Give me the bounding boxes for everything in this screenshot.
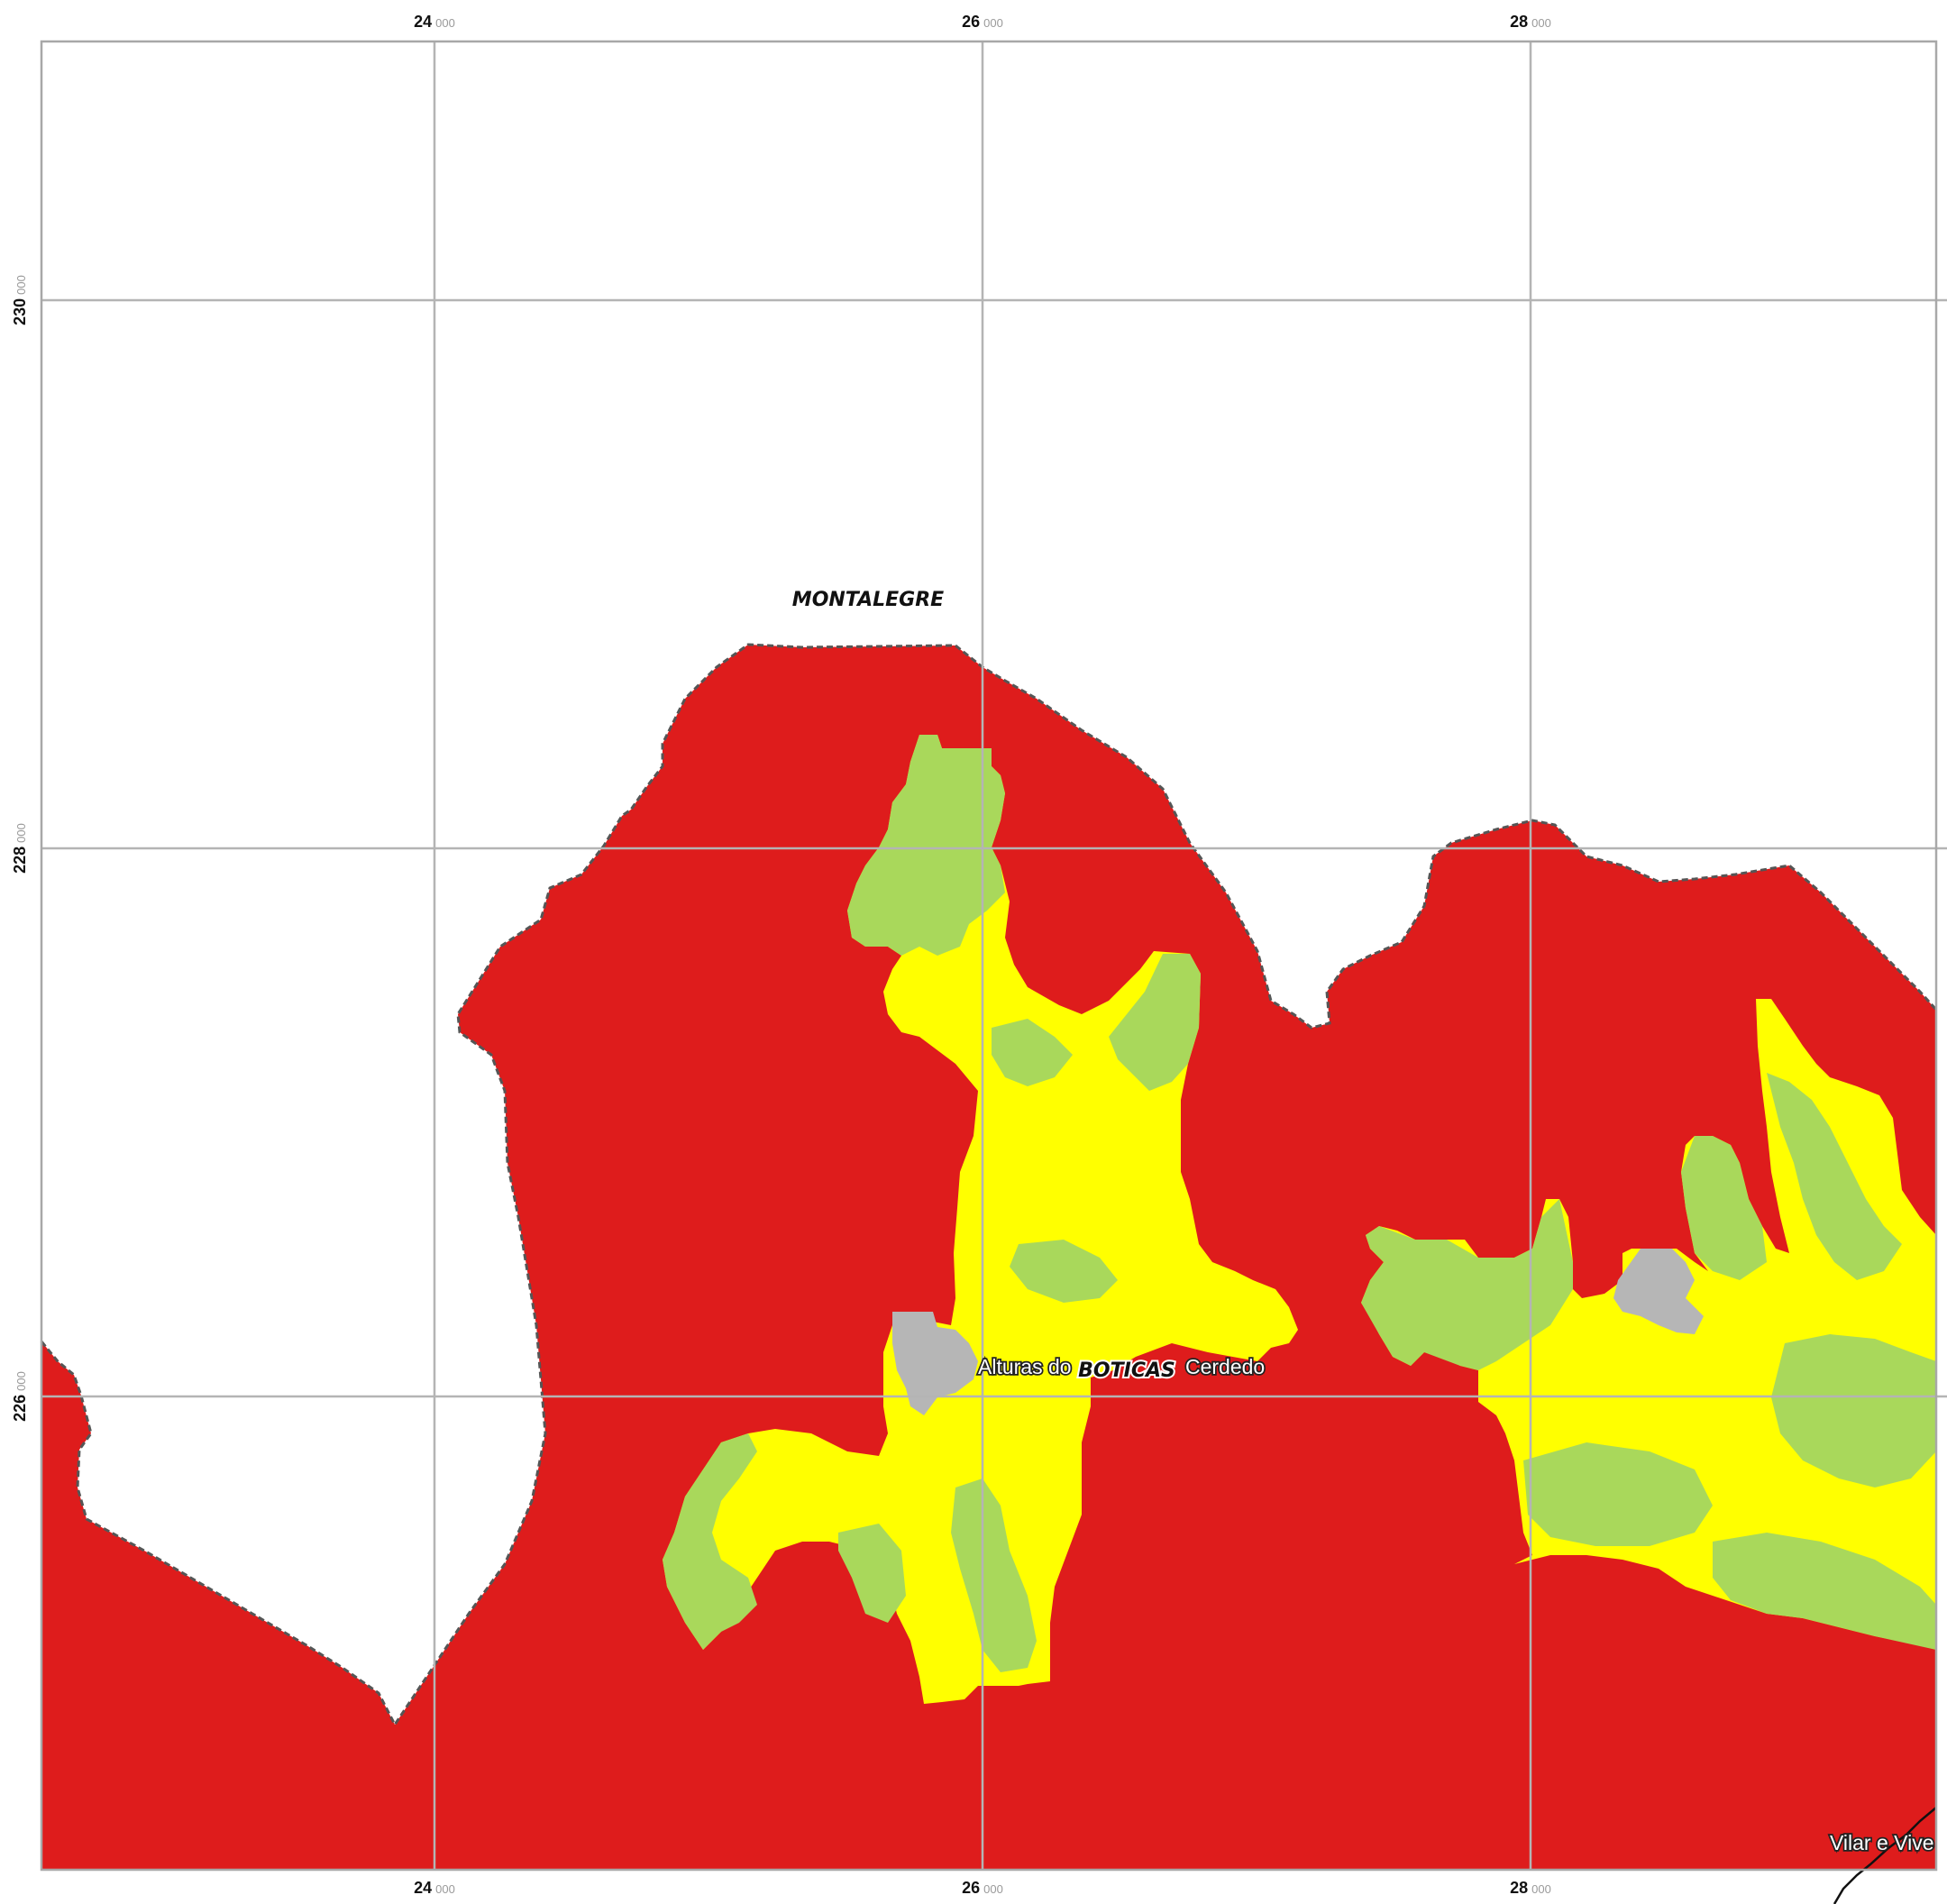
green-class-area-mid2 — [1010, 1240, 1118, 1303]
green-class-area-east-6 — [1713, 1533, 1936, 1650]
green-class-area-east-5 — [1523, 1442, 1713, 1546]
map-frame — [40, 40, 1938, 1872]
x-tick-bottom-26: 26 000 — [962, 1879, 1003, 1897]
place-label-alturas: Alturas do — [978, 1355, 1072, 1378]
green-class-area-east-2 — [1681, 1136, 1767, 1280]
yellow-class-area-east — [1361, 999, 1936, 1650]
grid-lines — [41, 41, 1947, 1870]
green-class-area-south — [951, 1478, 1037, 1672]
municipal-boundary-dashed — [40, 643, 1938, 1727]
y-tick-left-226: 226000 — [11, 1371, 29, 1422]
x-tick-bottom-28: 28 000 — [1510, 1879, 1551, 1897]
y-tick-left-230: 230000 — [11, 275, 29, 325]
green-class-area-east-arm — [1109, 954, 1201, 1091]
municipality-label-boticas: BOTICAS — [1078, 1359, 1175, 1382]
yellow-class-area-center — [663, 735, 1298, 1704]
green-class-area-southwest — [663, 1433, 757, 1650]
x-tick-top-24: 24 000 — [414, 13, 455, 31]
place-label-vilar: Vilar e Vive — [1830, 1831, 1934, 1854]
green-class-area-south2 — [838, 1524, 906, 1623]
road-line — [1833, 1807, 1937, 1904]
municipality-label-montalegre: MONTALEGRE — [792, 589, 944, 611]
green-class-area-north — [847, 735, 1005, 956]
place-label-cerdedo: Cerdedo — [1185, 1355, 1265, 1378]
green-class-area-east-4 — [1771, 1334, 1936, 1488]
x-tick-top-28: 28 000 — [1510, 13, 1551, 31]
x-tick-bottom-24: 24 000 — [414, 1879, 455, 1897]
x-tick-top-26: 26 000 — [962, 13, 1003, 31]
grey-urban-area-center — [892, 1312, 978, 1415]
green-class-area-mid — [992, 1019, 1073, 1086]
y-tick-left-228: 228000 — [11, 823, 29, 874]
green-class-area-east-3 — [1767, 1073, 1902, 1280]
green-class-area-east-1 — [1361, 1199, 1573, 1370]
grey-urban-area-east — [1613, 1249, 1704, 1334]
